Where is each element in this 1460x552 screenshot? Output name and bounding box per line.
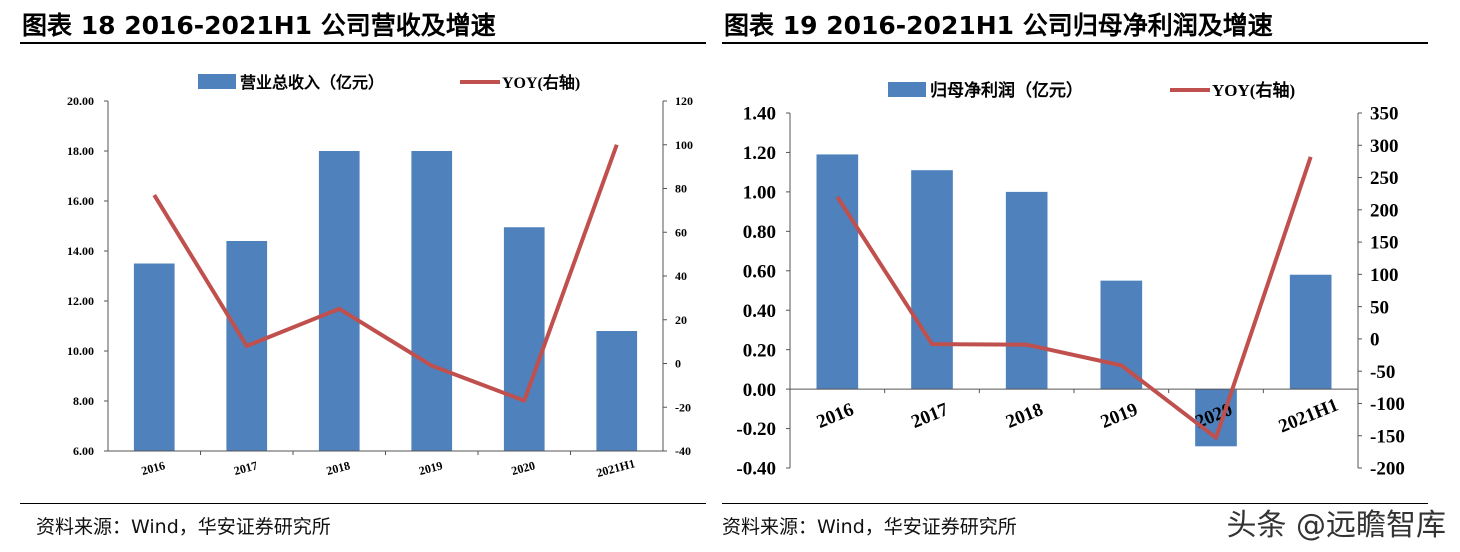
category-label: 2017 xyxy=(908,399,952,433)
left-tick-label: 1.00 xyxy=(743,183,776,204)
bar-2019 xyxy=(1100,280,1143,390)
left-chart-title: 图表 18 2016-2021H1 公司营收及增速 xyxy=(22,11,496,40)
left-tick-label: 8.00 xyxy=(73,394,94,408)
right-tick-label: -150 xyxy=(1370,426,1405,447)
right-tick-label: -50 xyxy=(1370,362,1395,383)
watermark: 头条 @远瞻智库 xyxy=(1226,508,1446,543)
category-label: 2019 xyxy=(1098,399,1141,433)
left-tick-label: 1.20 xyxy=(743,143,776,164)
bar-2017 xyxy=(911,170,953,390)
category-label: 2019 xyxy=(417,458,444,478)
right-tick-label: 350 xyxy=(1370,104,1399,125)
left-tick-label: 6.00 xyxy=(73,444,94,458)
right-tick-label: 80 xyxy=(675,182,687,196)
left-tick-label: 12.00 xyxy=(67,294,94,308)
right-title-rule xyxy=(722,42,1428,44)
category-label: 2016 xyxy=(140,458,167,478)
left-tick-label: 14.00 xyxy=(67,244,94,258)
category-label: 2017 xyxy=(232,458,259,478)
right-tick-label: 120 xyxy=(675,94,693,108)
category-label: 2016 xyxy=(814,399,857,433)
bar-2016 xyxy=(816,154,859,390)
right-tick-label: 150 xyxy=(1370,233,1399,254)
right-tick-label: -20 xyxy=(675,400,691,414)
bar-2016 xyxy=(133,263,175,451)
left-footer-rule xyxy=(20,503,706,504)
right-tick-label: 200 xyxy=(1370,200,1399,221)
bar-2020 xyxy=(503,227,545,451)
right-tick-label: 20 xyxy=(675,313,687,327)
right-tick-label: 250 xyxy=(1370,168,1399,189)
category-label: 2018 xyxy=(325,458,352,478)
legend-bar-swatch xyxy=(198,74,236,89)
legend-bar-label: 营业总收入（亿元） xyxy=(240,73,384,92)
left-tick-label: -0.40 xyxy=(736,459,776,480)
right-tick-label: 100 xyxy=(675,138,693,152)
left-title-rule xyxy=(20,42,706,44)
right-tick-label: 100 xyxy=(1370,265,1399,286)
category-label: 2021H1 xyxy=(1276,395,1342,438)
right-tick-label: -40 xyxy=(675,444,691,458)
left-tick-label: 20.00 xyxy=(67,94,94,108)
category-label: 2018 xyxy=(1003,399,1046,433)
right-source: 资料来源：Wind，华安证券研究所 xyxy=(722,516,1017,538)
legend-line-label: YOY(右轴) xyxy=(1212,80,1295,100)
right-tick-label: 0 xyxy=(1370,330,1380,351)
left-tick-label: 0.20 xyxy=(743,340,776,361)
left-tick-label: 10.00 xyxy=(67,344,94,358)
legend-line-label: YOY(右轴) xyxy=(502,73,580,92)
yoy-line xyxy=(152,144,619,403)
right-tick-label: 50 xyxy=(1370,297,1389,318)
right-tick-label: -100 xyxy=(1370,394,1405,415)
category-label: 2020 xyxy=(510,458,537,478)
right-tick-label: 40 xyxy=(675,269,687,283)
left-source: 资料来源：Wind，华安证券研究所 xyxy=(36,516,331,538)
right-footer-rule xyxy=(722,503,1428,504)
left-tick-label: 18.00 xyxy=(67,144,94,158)
right-tick-label: 0 xyxy=(675,357,681,371)
left-tick-label: 16.00 xyxy=(67,194,94,208)
left-tick-label: 0.60 xyxy=(743,261,776,282)
right-tick-label: 60 xyxy=(675,225,687,239)
left-tick-label: 0.00 xyxy=(743,380,776,401)
right-tick-label: 300 xyxy=(1370,136,1399,157)
bar-2019 xyxy=(411,151,453,451)
right-chart-title: 图表 19 2016-2021H1 公司归母净利润及增速 xyxy=(724,11,1273,40)
legend-bar-swatch xyxy=(888,82,926,97)
bar-2018 xyxy=(318,151,360,451)
right-tick-label: -200 xyxy=(1370,459,1405,480)
category-label: 2021H1 xyxy=(595,456,637,480)
bar-2021H1 xyxy=(1289,274,1332,390)
legend-bar-label: 归母净利润（亿元） xyxy=(930,80,1083,100)
bar-2021H1 xyxy=(596,331,638,451)
left-tick-label: 0.40 xyxy=(743,301,776,322)
left-tick-label: 0.80 xyxy=(743,222,776,243)
yoy-line xyxy=(835,156,1313,440)
left-tick-label: -0.20 xyxy=(736,419,776,440)
left-tick-label: 1.40 xyxy=(743,104,776,125)
bar-2018 xyxy=(1005,191,1048,390)
